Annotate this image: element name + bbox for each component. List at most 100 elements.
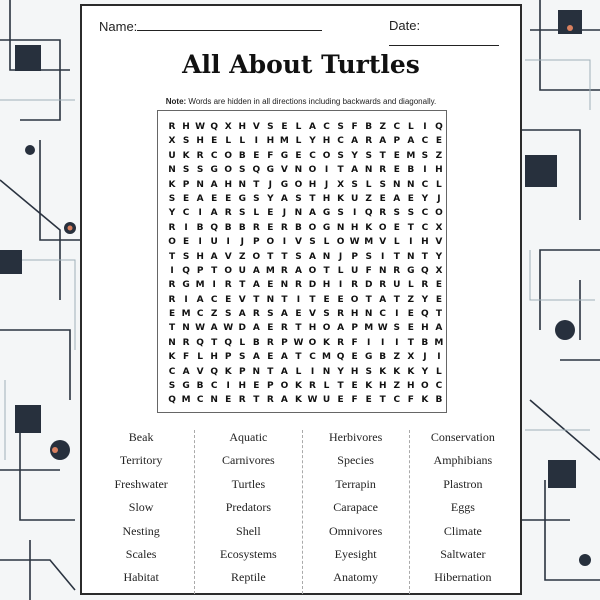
grid-letter[interactable]: B bbox=[407, 165, 415, 176]
grid-letter[interactable]: S bbox=[323, 309, 330, 320]
grid-letter[interactable]: C bbox=[210, 150, 218, 161]
grid-letter[interactable]: B bbox=[224, 222, 232, 233]
grid-letter[interactable]: S bbox=[337, 122, 344, 132]
grid-letter[interactable]: F bbox=[365, 265, 372, 276]
grid-letter[interactable]: S bbox=[196, 165, 204, 176]
grid-letter[interactable]: F bbox=[182, 352, 190, 363]
grid-letter[interactable]: J bbox=[282, 208, 287, 219]
grid-letter[interactable]: O bbox=[336, 237, 345, 248]
grid-letter[interactable]: A bbox=[196, 294, 204, 305]
grid-letter[interactable]: H bbox=[238, 381, 247, 392]
grid-letter[interactable]: A bbox=[280, 193, 288, 204]
grid-letter[interactable]: R bbox=[252, 222, 260, 233]
grid-letter[interactable]: A bbox=[238, 309, 246, 320]
grid-letter[interactable]: S bbox=[224, 309, 232, 320]
grid-letter[interactable]: B bbox=[196, 381, 204, 392]
grid-letter[interactable]: L bbox=[253, 208, 260, 219]
grid-letter[interactable]: T bbox=[365, 294, 372, 305]
grid-letter[interactable]: N bbox=[280, 280, 289, 291]
grid-letter[interactable]: M bbox=[364, 323, 374, 334]
grid-letter[interactable]: L bbox=[407, 280, 414, 291]
grid-letter[interactable]: H bbox=[210, 352, 218, 363]
grid-letter[interactable]: T bbox=[421, 251, 428, 262]
grid-letter[interactable]: O bbox=[350, 294, 359, 305]
grid-letter[interactable]: N bbox=[294, 208, 303, 219]
grid-letter[interactable]: C bbox=[182, 208, 190, 219]
grid-letter[interactable]: N bbox=[252, 366, 261, 377]
grid-letter[interactable]: E bbox=[393, 165, 400, 176]
grid-letter[interactable]: T bbox=[295, 323, 302, 334]
grid-letter[interactable]: O bbox=[252, 251, 261, 262]
grid-letter[interactable]: K bbox=[407, 366, 415, 377]
grid-letter[interactable]: R bbox=[379, 165, 387, 176]
grid-letter[interactable]: R bbox=[238, 395, 246, 406]
grid-letter[interactable]: T bbox=[281, 251, 288, 262]
grid-letter[interactable]: S bbox=[253, 193, 260, 204]
grid-letter[interactable]: I bbox=[395, 309, 399, 320]
grid-letter[interactable]: B bbox=[295, 222, 302, 233]
grid-letter[interactable]: Q bbox=[421, 265, 429, 276]
grid-letter[interactable]: H bbox=[435, 165, 443, 176]
grid-letter[interactable]: L bbox=[239, 136, 246, 147]
grid-letter[interactable]: E bbox=[393, 150, 400, 161]
grid-letter[interactable]: H bbox=[266, 136, 275, 147]
grid-letter[interactable]: E bbox=[351, 381, 358, 392]
grid-letter[interactable]: S bbox=[379, 179, 386, 190]
grid-letter[interactable]: E bbox=[267, 352, 274, 363]
grid-letter[interactable]: T bbox=[435, 309, 442, 320]
grid-letter[interactable]: V bbox=[435, 237, 443, 248]
grid-letter[interactable]: A bbox=[210, 323, 218, 334]
grid-letter[interactable]: X bbox=[435, 222, 443, 233]
grid-letter[interactable]: R bbox=[168, 294, 176, 305]
grid-letter[interactable]: P bbox=[351, 251, 358, 262]
grid-letter[interactable]: K bbox=[421, 395, 429, 406]
grid-letter[interactable]: Q bbox=[168, 395, 176, 406]
grid-letter[interactable]: L bbox=[197, 352, 203, 363]
grid-letter[interactable]: H bbox=[322, 280, 331, 291]
grid-letter[interactable]: C bbox=[435, 381, 443, 392]
grid-letter[interactable]: E bbox=[211, 193, 218, 204]
grid-letter[interactable]: W bbox=[223, 323, 234, 334]
grid-letter[interactable]: O bbox=[435, 208, 443, 219]
grid-letter[interactable]: T bbox=[253, 294, 260, 305]
grid-letter[interactable]: Q bbox=[336, 352, 345, 363]
grid-letter[interactable]: Y bbox=[421, 294, 429, 305]
grid-letter[interactable]: Q bbox=[364, 208, 373, 219]
grid-letter[interactable]: R bbox=[379, 280, 387, 291]
grid-letter[interactable]: R bbox=[351, 280, 359, 291]
grid-letter[interactable]: Q bbox=[435, 122, 443, 132]
grid-letter[interactable]: P bbox=[238, 366, 246, 377]
grid-letter[interactable]: N bbox=[364, 309, 373, 320]
grid-letter[interactable]: A bbox=[252, 280, 260, 291]
grid-letter[interactable]: W bbox=[349, 237, 360, 248]
grid-letter[interactable]: S bbox=[351, 179, 358, 190]
grid-letter[interactable]: N bbox=[182, 323, 190, 334]
grid-letter[interactable]: A bbox=[280, 352, 288, 363]
grid-letter[interactable]: A bbox=[252, 265, 260, 276]
grid-letter[interactable]: F bbox=[351, 122, 358, 132]
grid-letter[interactable]: H bbox=[196, 136, 204, 147]
grid-letter[interactable]: J bbox=[240, 237, 244, 248]
grid-letter[interactable]: I bbox=[254, 136, 258, 147]
grid-letter[interactable]: S bbox=[365, 366, 372, 377]
grid-letter[interactable]: O bbox=[266, 237, 275, 248]
grid-letter[interactable]: N bbox=[407, 251, 415, 262]
grid-letter[interactable]: G bbox=[266, 165, 275, 176]
grid-letter[interactable]: Q bbox=[252, 165, 261, 176]
grid-letter[interactable]: T bbox=[267, 366, 274, 377]
grid-letter[interactable]: H bbox=[322, 193, 331, 204]
grid-letter[interactable]: L bbox=[295, 136, 302, 147]
grid-letter[interactable]: D bbox=[308, 280, 317, 291]
grid-letter[interactable]: M bbox=[406, 150, 416, 161]
grid-letter[interactable]: U bbox=[238, 265, 246, 276]
grid-letter[interactable]: K bbox=[294, 381, 302, 392]
grid-letter[interactable]: A bbox=[435, 323, 443, 334]
grid-letter[interactable]: S bbox=[239, 352, 246, 363]
grid-letter[interactable]: G bbox=[280, 150, 289, 161]
grid-letter[interactable]: I bbox=[310, 366, 315, 377]
grid-letter[interactable]: A bbox=[252, 323, 260, 334]
grid-letter[interactable]: H bbox=[308, 179, 317, 190]
grid-letter[interactable]: R bbox=[393, 265, 401, 276]
grid-letter[interactable]: Y bbox=[421, 193, 429, 204]
grid-letter[interactable]: O bbox=[224, 165, 233, 176]
